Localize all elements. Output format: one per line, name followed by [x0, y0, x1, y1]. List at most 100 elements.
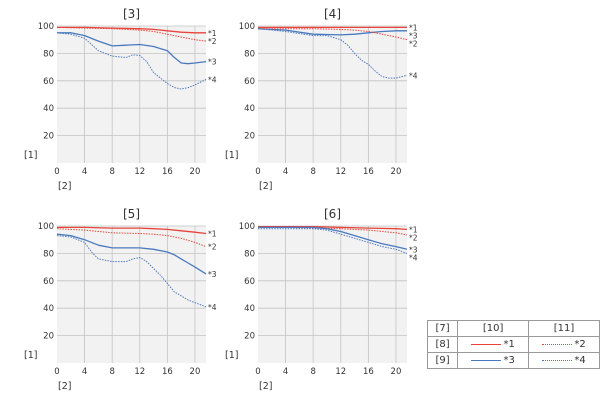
x-tick-label: 4 [283, 367, 288, 377]
x-tick-label: 12 [335, 367, 346, 377]
chart-title: [3] [123, 7, 140, 21]
series-end-label: *2 [409, 39, 418, 48]
x-tick-label: 20 [391, 367, 402, 377]
legend-solid-red-line [471, 343, 502, 345]
series-end-label: *1 [409, 225, 418, 234]
x-tick-label: 12 [134, 167, 145, 177]
legend-cell-solid: *3 [457, 352, 530, 369]
chart-title: [4] [324, 7, 341, 21]
legend-row-meridional: [9] *3 *4 [426, 352, 600, 369]
y-tick-label: 40 [43, 304, 54, 314]
series-line [258, 226, 408, 250]
legend-row-label: [8] [426, 336, 459, 353]
legend-cell-dotted: *4 [528, 352, 600, 369]
series-end-label: *3 [409, 31, 418, 40]
legend-cell-solid: *1 [457, 336, 530, 353]
chart-title: [6] [324, 207, 341, 221]
x-tick-label: 0 [255, 367, 260, 377]
series-end-label: *2 [208, 243, 217, 252]
y-tick-label: 80 [244, 49, 255, 59]
legend-solid-blue-line [471, 359, 502, 361]
series-end-label: *4 [208, 75, 217, 84]
legend-header-row: [7] [10] [11] [426, 320, 600, 337]
y-tick-label: 20 [43, 332, 54, 342]
x-tick-label: 0 [255, 167, 260, 177]
legend-header-1: [10] [457, 320, 530, 337]
series-line [56, 233, 207, 275]
y-tick-label: 80 [43, 49, 54, 59]
series-line [56, 32, 207, 90]
series-line [257, 28, 407, 36]
legend-text: *2 [574, 339, 586, 350]
series-end-label: *1 [208, 29, 217, 38]
series-end-label: *4 [208, 303, 217, 312]
x-axis-label: [2] [259, 381, 272, 392]
plot-background [57, 26, 206, 163]
chart-title: [5] [123, 207, 140, 221]
x-tick-label: 12 [335, 167, 346, 177]
x-axis-label: [2] [58, 181, 71, 192]
x-axis-label: [2] [58, 381, 71, 392]
series-end-label: *3 [208, 270, 217, 279]
series-line [57, 26, 206, 34]
x-tick-label: 8 [310, 167, 315, 177]
x-tick-label: 20 [190, 367, 201, 377]
legend-dotted-red-line [542, 343, 573, 345]
plot-background [258, 26, 407, 163]
y-tick-label: 20 [244, 132, 255, 142]
y-axis-label: [1] [24, 350, 37, 361]
x-tick-label: 16 [162, 367, 173, 377]
y-tick-label: 60 [244, 277, 255, 287]
x-tick-label: 0 [54, 167, 59, 177]
series-end-label: *1 [208, 230, 217, 239]
y-tick-label: 60 [43, 277, 54, 287]
plot-background [258, 226, 407, 363]
y-tick-label: 60 [244, 77, 255, 87]
x-tick-label: 16 [363, 367, 374, 377]
x-tick-label: 8 [109, 367, 114, 377]
series-end-label: *3 [208, 58, 217, 67]
x-tick-label: 4 [82, 367, 87, 377]
y-tick-label: 100 [38, 22, 54, 32]
y-axis-label: [1] [24, 150, 37, 161]
y-tick-label: 100 [38, 222, 54, 232]
x-tick-label: 0 [54, 367, 59, 377]
x-tick-label: 8 [310, 367, 315, 377]
x-tick-label: 8 [109, 167, 114, 177]
y-axis-label: [1] [225, 150, 238, 161]
legend-text: *1 [503, 339, 515, 350]
legend-row-sagittal: [8] *1 *2 [426, 336, 600, 353]
y-tick-label: 100 [239, 22, 255, 32]
series-end-label: *4 [409, 253, 418, 262]
series-line [257, 28, 408, 79]
series-end-label: *1 [409, 23, 418, 32]
x-tick-label: 12 [134, 367, 145, 377]
series-line [56, 235, 207, 308]
y-tick-label: 20 [244, 332, 255, 342]
y-tick-label: 40 [43, 104, 54, 114]
y-tick-label: 20 [43, 132, 54, 142]
y-tick-label: 80 [43, 249, 54, 259]
x-tick-label: 4 [283, 167, 288, 177]
legend-row-label: [9] [426, 352, 459, 369]
x-tick-label: 20 [391, 167, 402, 177]
y-axis-label: [1] [225, 350, 238, 361]
y-tick-label: 60 [43, 77, 54, 87]
series-end-label: *2 [208, 37, 217, 46]
legend-text: *4 [574, 355, 586, 366]
y-tick-label: 40 [244, 304, 255, 314]
x-tick-label: 16 [162, 167, 173, 177]
legend-table: [7] [10] [11] [8] *1 *2 [9] *3 *4 [426, 320, 600, 369]
series-end-label: *3 [409, 245, 418, 254]
series-line [258, 226, 408, 231]
series-end-label: *2 [409, 233, 418, 242]
series-line [57, 226, 207, 235]
x-axis-label: [2] [259, 181, 272, 192]
legend-cell-dotted: *2 [528, 336, 600, 353]
series-line [57, 32, 207, 65]
plot-background [57, 226, 206, 363]
legend-dotted-blue-line [542, 359, 573, 361]
y-tick-label: 40 [244, 104, 255, 114]
legend-header-0: [7] [426, 320, 459, 337]
